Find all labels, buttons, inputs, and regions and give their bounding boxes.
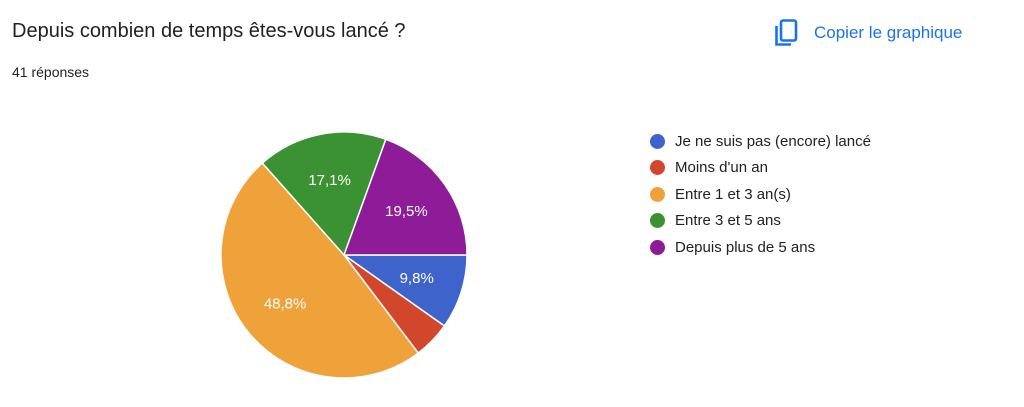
legend-swatch [650,186,665,202]
legend-item: Moins d'un an [650,155,871,182]
legend-label: Depuis plus de 5 ans [675,238,816,256]
chart-title: Depuis combien de temps êtes-vous lancé … [12,20,406,42]
copy-chart-button[interactable]: Copier le graphique [772,16,962,50]
legend-label: Je ne suis pas (encore) lancé [675,132,871,150]
legend-item: Je ne suis pas (encore) lancé [650,128,871,155]
pie-slice [341,254,468,328]
pie-slice [220,162,420,379]
legend-swatch [650,160,665,176]
copy-icon [772,18,800,48]
legend-label: Entre 1 et 3 an(s) [675,185,791,203]
response-count: 41 réponses [12,64,90,80]
slice-data-label: 19,5% [385,203,428,220]
slice-data-label: 17,1% [308,172,351,189]
legend-swatch [650,239,665,255]
legend-swatch [650,213,665,229]
copy-chart-label: Copier le graphique [814,23,963,42]
legend-swatch [650,133,665,149]
pie-slice [342,138,468,256]
slice-data-label: 48,8% [264,295,307,312]
legend-item: Entre 1 et 3 an(s) [650,181,871,208]
slice-data-label: 9,8% [400,270,434,287]
legend-item: Depuis plus de 5 ans [650,234,871,261]
chart-legend: Je ne suis pas (encore) lancé Moins d'un … [650,128,871,261]
legend-label: Moins d'un an [675,159,768,177]
legend-item: Entre 3 et 5 ans [650,208,871,235]
legend-label: Entre 3 et 5 ans [675,212,781,230]
